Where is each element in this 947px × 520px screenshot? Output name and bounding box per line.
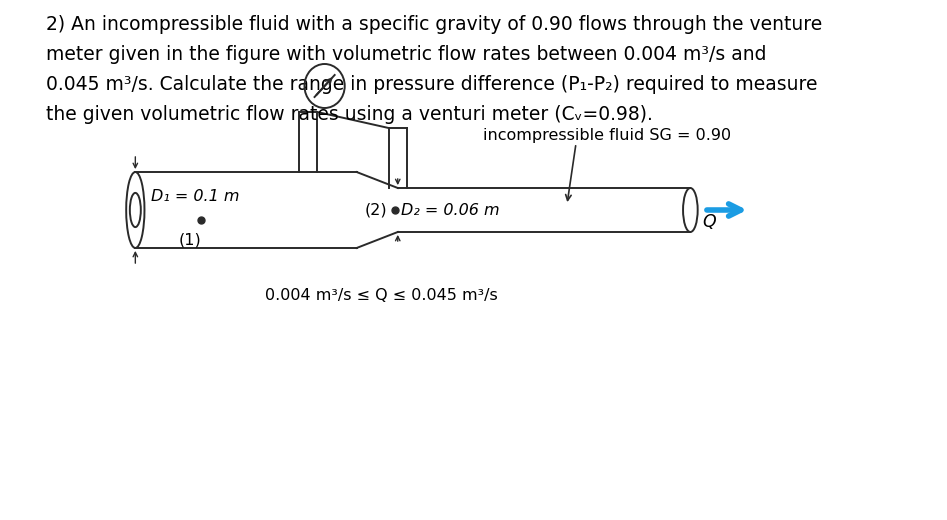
Text: D₂ = 0.06 m: D₂ = 0.06 m (401, 202, 499, 217)
Text: 0.045 m³/s. Calculate the range in pressure difference (P₁-P₂) required to measu: 0.045 m³/s. Calculate the range in press… (45, 75, 817, 94)
Text: D₁ = 0.1 m: D₁ = 0.1 m (151, 189, 240, 203)
Text: 2) An incompressible fluid with a specific gravity of 0.90 flows through the ven: 2) An incompressible fluid with a specif… (45, 15, 822, 34)
Text: (1): (1) (179, 232, 202, 247)
Text: incompressible fluid SG = 0.90: incompressible fluid SG = 0.90 (483, 127, 731, 142)
Text: (2): (2) (366, 202, 387, 217)
Text: meter given in the figure with volumetric flow rates between 0.004 m³/s and: meter given in the figure with volumetri… (45, 45, 766, 64)
Text: 0.004 m³/s ≤ Q ≤ 0.045 m³/s: 0.004 m³/s ≤ Q ≤ 0.045 m³/s (265, 288, 498, 303)
Text: the given volumetric flow rates using a venturi meter (Cᵥ=0.98).: the given volumetric flow rates using a … (45, 105, 652, 124)
Text: Q: Q (703, 213, 716, 231)
